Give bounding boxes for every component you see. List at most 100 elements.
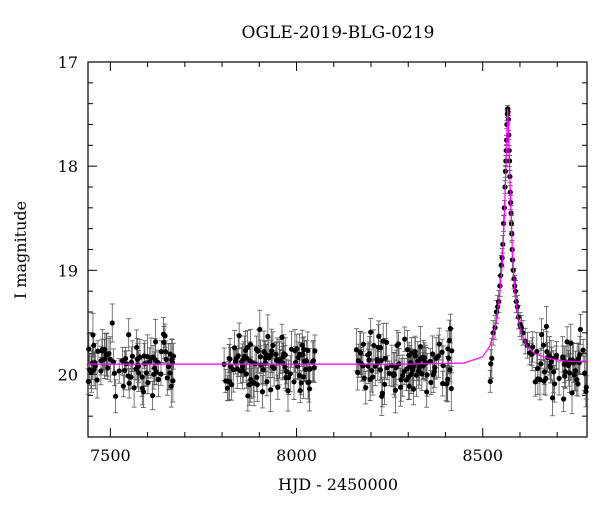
data-point [229,382,235,388]
data-point [109,320,115,326]
data-point [360,341,366,347]
data-point [368,329,374,335]
data-point [254,374,260,380]
data-point [366,357,372,363]
data-point [294,363,301,369]
data-point [568,340,574,346]
data-point [285,388,291,394]
data-point [410,386,417,392]
data-point [391,372,397,378]
data-point [255,348,261,354]
data-point [268,352,274,358]
data-point [235,353,241,359]
data-point [247,341,254,348]
data-point [376,333,382,339]
data-point [370,374,376,380]
data-point [298,380,304,386]
data-point [139,374,145,380]
data-point [163,356,169,362]
data-point [245,393,251,399]
data-point [307,366,313,372]
data-point [567,370,573,376]
data-point [412,353,418,359]
data-point [553,352,560,358]
data-point [417,343,424,350]
data-point [282,352,288,358]
data-point [239,363,246,370]
data-point [432,364,438,371]
data-point [167,370,173,376]
data-point [294,346,300,352]
data-point [357,350,364,356]
data-point [361,375,367,381]
data-point [111,370,118,376]
data-point [424,389,430,395]
data-point [530,344,536,350]
data-point [419,371,425,377]
data-point [547,364,554,370]
data-point [487,378,493,384]
data-point [158,371,164,377]
data-point [571,372,577,378]
data-point [424,372,430,378]
data-point [257,326,263,333]
data-point [431,368,437,374]
data-point [543,375,549,382]
data-point [514,304,520,310]
x-axis-label: HJD - 2450000 [278,475,398,494]
data-point [366,350,373,357]
data-point [541,369,548,375]
data-point [489,355,495,361]
data-point [397,384,404,390]
data-point [551,381,558,387]
data-point [400,373,406,379]
data-point [446,337,453,343]
data-point [170,353,177,359]
data-point [101,356,108,362]
data-point [365,363,371,369]
data-point [303,358,310,364]
data-point [300,374,307,380]
data-point [102,346,108,353]
data-point [371,342,377,349]
y-tick-label: 20 [58,366,78,385]
data-point [224,385,231,391]
data-point [381,381,388,387]
data-point [413,372,420,378]
data-point [155,376,161,383]
data-point [110,359,116,365]
data-point [260,367,266,373]
data-point [377,367,383,373]
data-point [227,356,233,362]
chart-title: OGLE-2019-BLG-0219 [242,23,435,43]
data-point [161,339,167,345]
y-tick-label: 19 [58,261,78,280]
x-tick-label: 8500 [462,446,503,465]
data-point [402,336,408,342]
data-point [575,381,581,387]
data-point [271,365,277,371]
data-point [299,342,305,348]
data-point [445,355,452,361]
data-point [534,348,540,355]
data-point [168,383,174,389]
data-point [275,384,281,390]
data-point [131,385,137,391]
data-point [135,363,142,369]
data-point [562,369,568,375]
data-point [448,385,454,392]
data-point [445,376,451,382]
tick-labels: 7500 8000 8500 17 18 19 20 [58,53,503,465]
data-point [268,387,274,393]
axis-ticks [88,61,587,438]
data-point [158,349,164,355]
data-point [538,331,545,338]
data-point [291,379,297,385]
data-point [269,348,275,354]
data-point [449,348,455,354]
data-point [86,346,92,352]
data-point [137,354,143,360]
data-point [164,375,170,381]
data-point [136,370,142,376]
data-point [140,389,147,395]
